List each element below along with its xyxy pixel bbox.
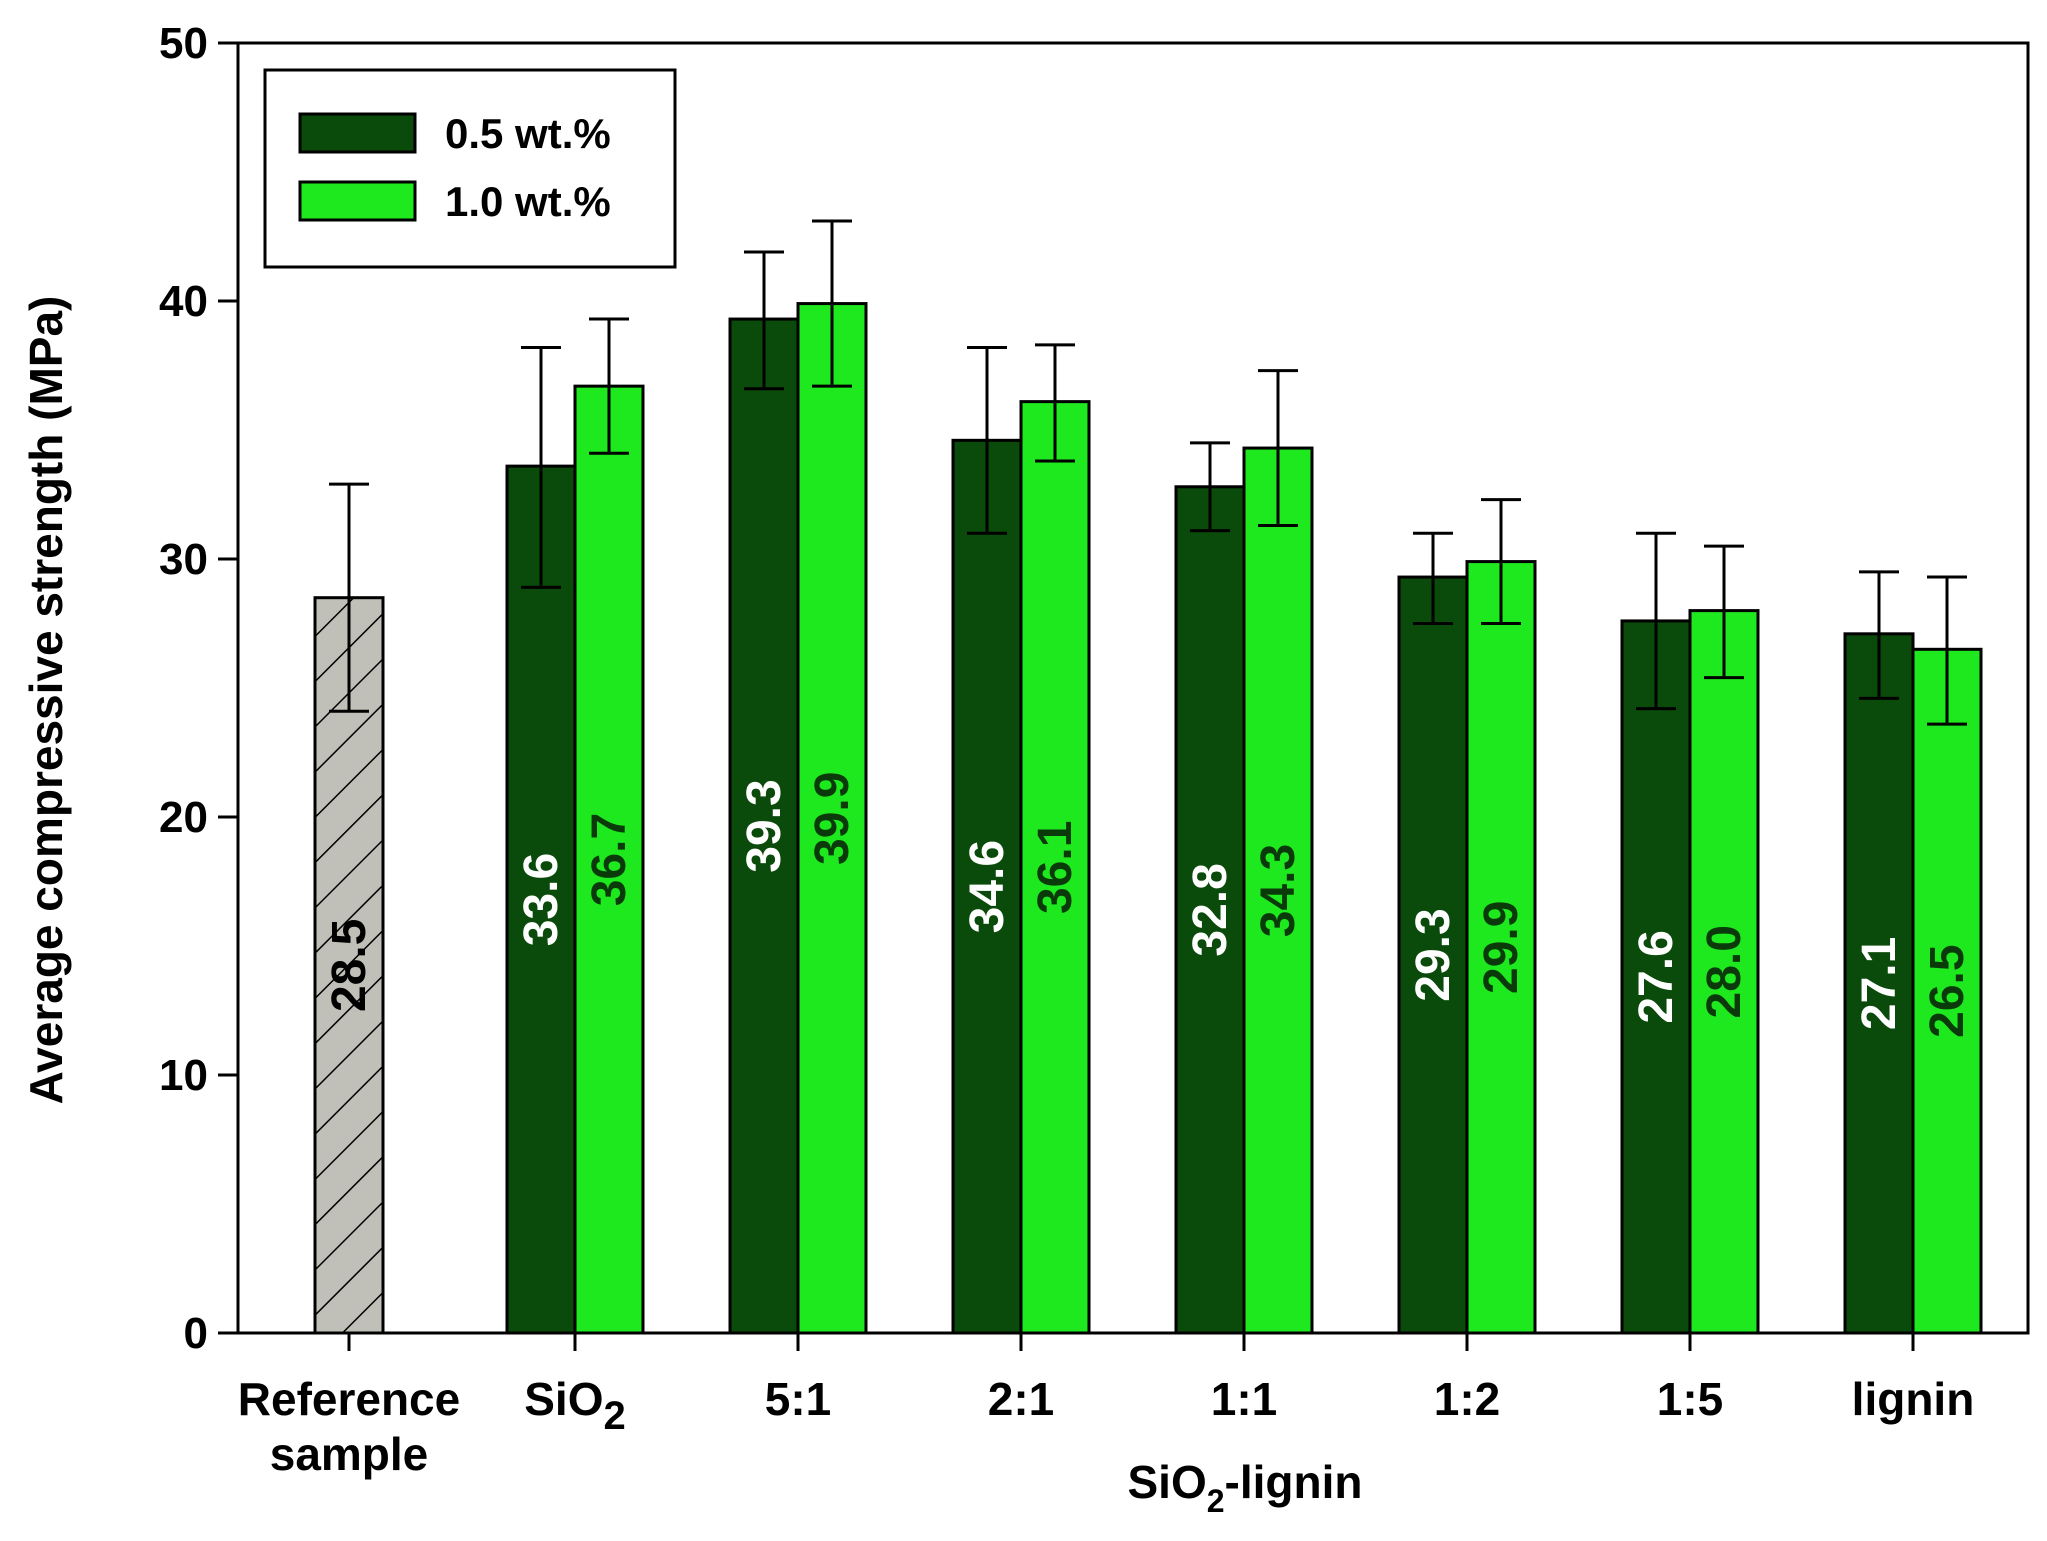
bar-1-0-wt	[1911, 647, 1983, 1335]
x-tick-label-subscript: 2	[604, 1394, 626, 1438]
x-tick-label-part: 1:5	[1657, 1373, 1723, 1425]
bar-0-5-wt	[951, 438, 1023, 1335]
legend: 0.5 wt.% 1.0 wt.%	[263, 68, 677, 269]
error-bars	[329, 219, 1967, 726]
bar-value-label: 29.9	[1475, 901, 1528, 994]
bars	[313, 302, 1983, 1335]
x-tick-label-part: 1:1	[1211, 1373, 1277, 1425]
bar-value-label: 27.1	[1853, 937, 1906, 1030]
x-tick-label: 5:1	[765, 1373, 831, 1425]
y-axis: 0 10 20 30 40 50	[159, 19, 238, 1358]
bar-value-label: 39.9	[806, 772, 859, 865]
legend-swatch-0-5-wt	[298, 112, 417, 154]
x-tick-label: lignin	[1852, 1373, 1975, 1425]
x-tick-label-part: 2:1	[988, 1373, 1054, 1425]
x-tick-label-part: 1:2	[1434, 1373, 1500, 1425]
x-tick-label-part: SiO	[524, 1373, 603, 1425]
bar-value-label: 27.6	[1630, 930, 1683, 1023]
bar-value-label: 28.5	[323, 919, 376, 1012]
bar-value-label: 34.6	[961, 840, 1014, 933]
y-tick-label: 50	[159, 19, 208, 68]
x-tick-label: 1:2	[1434, 1373, 1500, 1425]
x-tick-label-reference-line2: sample	[270, 1428, 429, 1480]
y-tick-label: 40	[159, 277, 208, 326]
bar-value-label: 32.8	[1184, 863, 1237, 956]
x-tick-label: 2:1	[988, 1373, 1054, 1425]
y-tick-label: 10	[159, 1051, 208, 1100]
x-tick-label: SiO2	[524, 1373, 626, 1438]
x-tick-label-part: 5:1	[765, 1373, 831, 1425]
x-axis-title-subscript: 2	[1207, 1483, 1225, 1519]
bar-value-label: 28.0	[1698, 925, 1751, 1018]
legend-label-1-0-wt: 1.0 wt.%	[445, 178, 611, 225]
bar-value-label: 39.3	[738, 779, 791, 872]
plot-frame	[236, 41, 2030, 1335]
x-tick-label-reference: Reference	[238, 1373, 460, 1425]
x-tick-label: 1:5	[1657, 1373, 1723, 1425]
bar-1-0-wt	[1019, 400, 1091, 1335]
x-tick-label: 1:1	[1211, 1373, 1277, 1425]
bar-value-label: 33.6	[515, 853, 568, 946]
bar-1-0-wt	[1688, 609, 1760, 1335]
x-tick-label-part: lignin	[1852, 1373, 1975, 1425]
y-tick-label: 30	[159, 535, 208, 584]
x-axis-title: SiO2-lignin	[1127, 1456, 1362, 1519]
bar-value-label: 36.7	[583, 813, 636, 906]
y-tick-label: 0	[184, 1309, 208, 1358]
x-axis-title-part: SiO	[1127, 1456, 1206, 1508]
bar-0-5-wt	[1174, 485, 1246, 1335]
bar-1-0-wt	[573, 384, 645, 1335]
bar-value-label: 36.1	[1029, 821, 1082, 914]
bar-0-5-wt	[1397, 575, 1469, 1335]
legend-box	[263, 68, 677, 269]
bar-value-label: 34.3	[1252, 844, 1305, 937]
bar-1-0-wt	[1465, 560, 1537, 1335]
y-axis-title: Average compressive strength (MPa)	[20, 296, 72, 1105]
legend-swatch-1-0-wt	[298, 180, 417, 222]
bar-0-5-wt	[1843, 632, 1915, 1335]
x-axis-title-part: -lignin	[1225, 1456, 1363, 1508]
bar-1-0-wt	[796, 302, 868, 1335]
bar-value-label: 26.5	[1921, 944, 1974, 1037]
legend-label-0-5-wt: 0.5 wt.%	[445, 110, 611, 157]
bar-value-label: 29.3	[1407, 908, 1460, 1001]
value-labels: 28.5 33.6 36.7 39.3 39.9 34.6 36.1 32.8 34.3 29.3…	[323, 772, 1974, 1038]
y-tick-label: 20	[159, 793, 208, 842]
